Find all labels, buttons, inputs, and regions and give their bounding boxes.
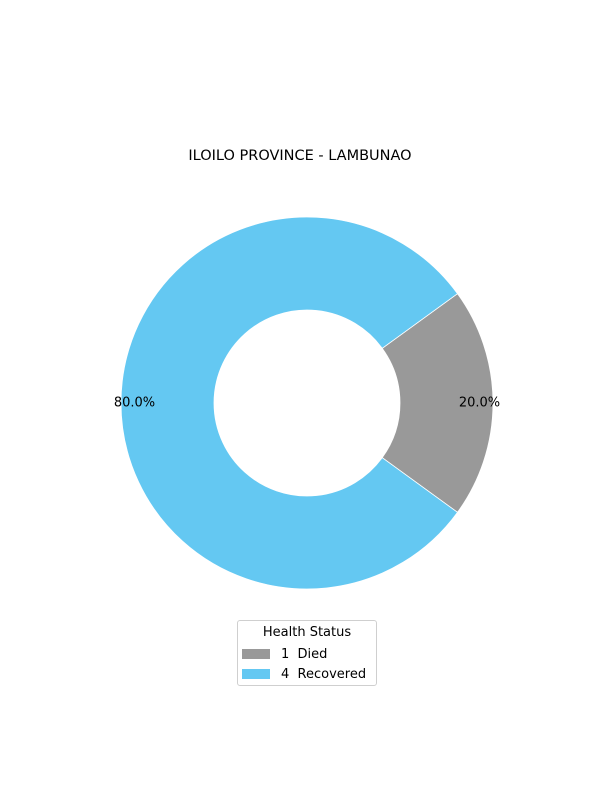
legend-swatch-died bbox=[242, 649, 270, 659]
chart-title: ILOILO PROVINCE - LAMBUNAO bbox=[188, 148, 412, 164]
legend-entry-died: 1 Died bbox=[242, 646, 327, 662]
legend-swatch-recovered bbox=[242, 669, 270, 679]
legend-title: Health Status bbox=[262, 625, 352, 640]
slice-died bbox=[381, 293, 494, 513]
slice-label-recovered: 80.0% bbox=[114, 396, 155, 411]
legend-entry-recovered: 4 Recovered bbox=[242, 666, 366, 682]
legend-label-recovered: 4 Recovered bbox=[281, 666, 367, 682]
slice-label-died: 20.0% bbox=[459, 396, 500, 411]
legend-label-died: 1 Died bbox=[281, 646, 328, 662]
legend: Health Status 1 Died 4 Recovered bbox=[237, 620, 377, 686]
slice-recovered bbox=[120, 216, 459, 590]
